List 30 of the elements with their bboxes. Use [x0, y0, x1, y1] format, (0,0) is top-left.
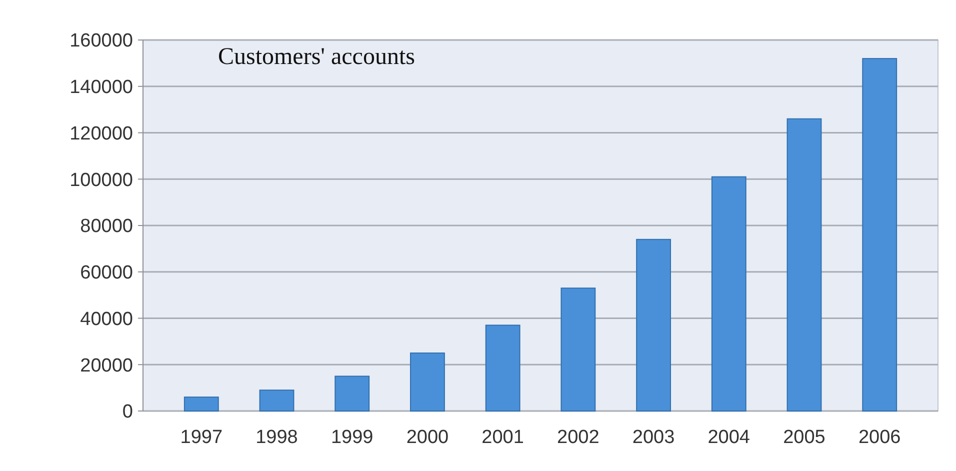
y-tick-label: 100000: [70, 170, 133, 191]
x-tick-label: 2006: [858, 427, 901, 448]
x-tick-label: 2004: [708, 427, 750, 448]
y-tick-label: 0: [122, 402, 133, 423]
y-tick-label: 80000: [80, 216, 133, 238]
bar: [410, 352, 445, 412]
bar: [485, 324, 520, 412]
bar: [786, 118, 822, 412]
x-tick-label: 2003: [632, 427, 675, 448]
y-tick-label: 120000: [70, 123, 133, 144]
x-tick-label: 1997: [180, 427, 223, 448]
x-tick-label: 2001: [482, 427, 524, 448]
y-tick-label: 140000: [70, 77, 133, 98]
bar: [636, 238, 671, 412]
y-tick-label: 60000: [80, 262, 133, 284]
bar: [862, 58, 898, 412]
x-tick-label: 1998: [256, 427, 298, 448]
bar: [184, 396, 219, 412]
x-tick-label: 1999: [330, 427, 374, 448]
x-tick-label: 2002: [557, 427, 600, 448]
chart-title: Customers' accounts: [218, 44, 415, 70]
y-tick-label: 40000: [80, 308, 133, 330]
bar: [560, 288, 596, 412]
x-tick-label: 2000: [406, 427, 449, 448]
x-tick-label: 2005: [783, 427, 826, 448]
bar: [334, 376, 370, 412]
y-tick-label: 160000: [70, 30, 133, 52]
bar: [259, 390, 294, 412]
y-tick-label: 20000: [80, 355, 133, 376]
bar: [711, 176, 746, 412]
